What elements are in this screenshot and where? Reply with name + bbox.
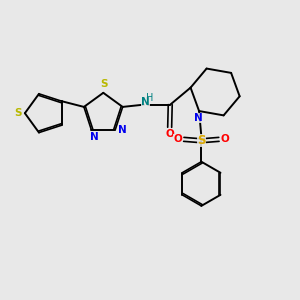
Text: S: S	[100, 79, 108, 89]
Text: N: N	[141, 97, 150, 107]
Text: S: S	[197, 134, 206, 147]
Text: N: N	[90, 132, 99, 142]
Text: O: O	[165, 129, 174, 140]
Text: N: N	[118, 125, 127, 135]
Text: H: H	[146, 93, 153, 103]
Text: O: O	[221, 134, 230, 144]
Text: O: O	[173, 134, 182, 144]
Text: N: N	[194, 113, 203, 123]
Text: S: S	[14, 108, 22, 118]
